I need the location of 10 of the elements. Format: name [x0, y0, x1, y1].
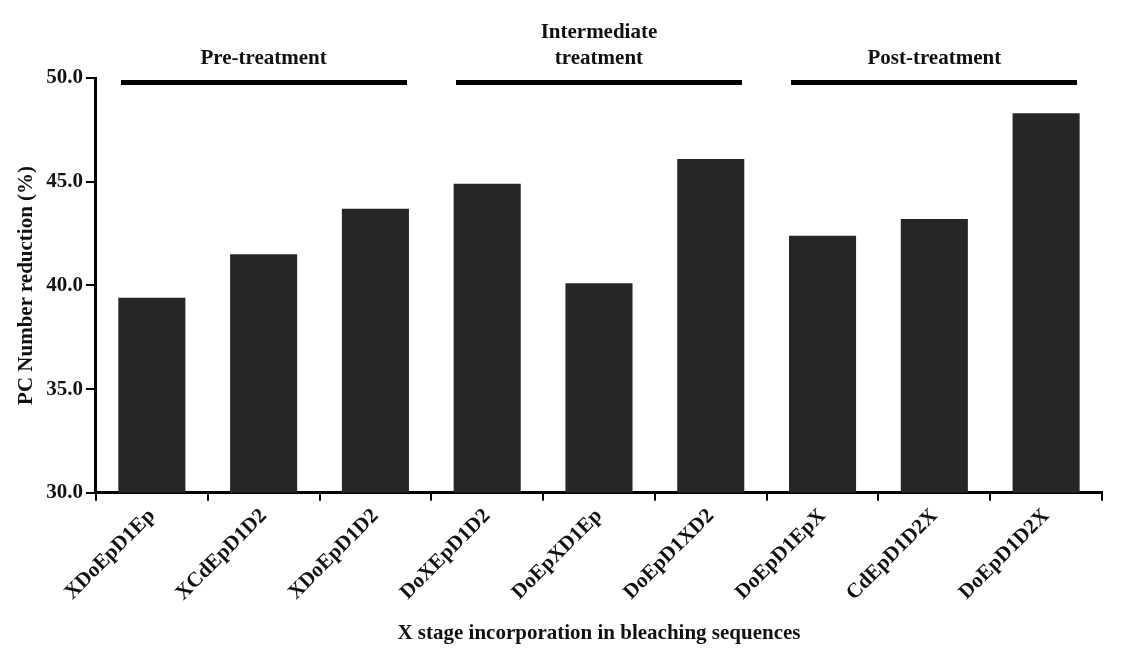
y-tick-label: 50.0 [46, 64, 83, 89]
y-tick-label: 30.0 [46, 479, 83, 504]
text: Post-treatment [866, 44, 1003, 70]
y-tick-label: 40.0 [46, 271, 83, 296]
x-axis-title: X stage incorporation in bleaching sequences [397, 619, 801, 644]
y-axis-title: PC Number reduction (%) [13, 165, 38, 405]
y-tick-label: 35.0 [46, 375, 83, 400]
text: Intermediate treatment [539, 18, 659, 70]
text: Pre-treatment [199, 44, 328, 70]
y-tick-label: 45.0 [46, 168, 83, 193]
